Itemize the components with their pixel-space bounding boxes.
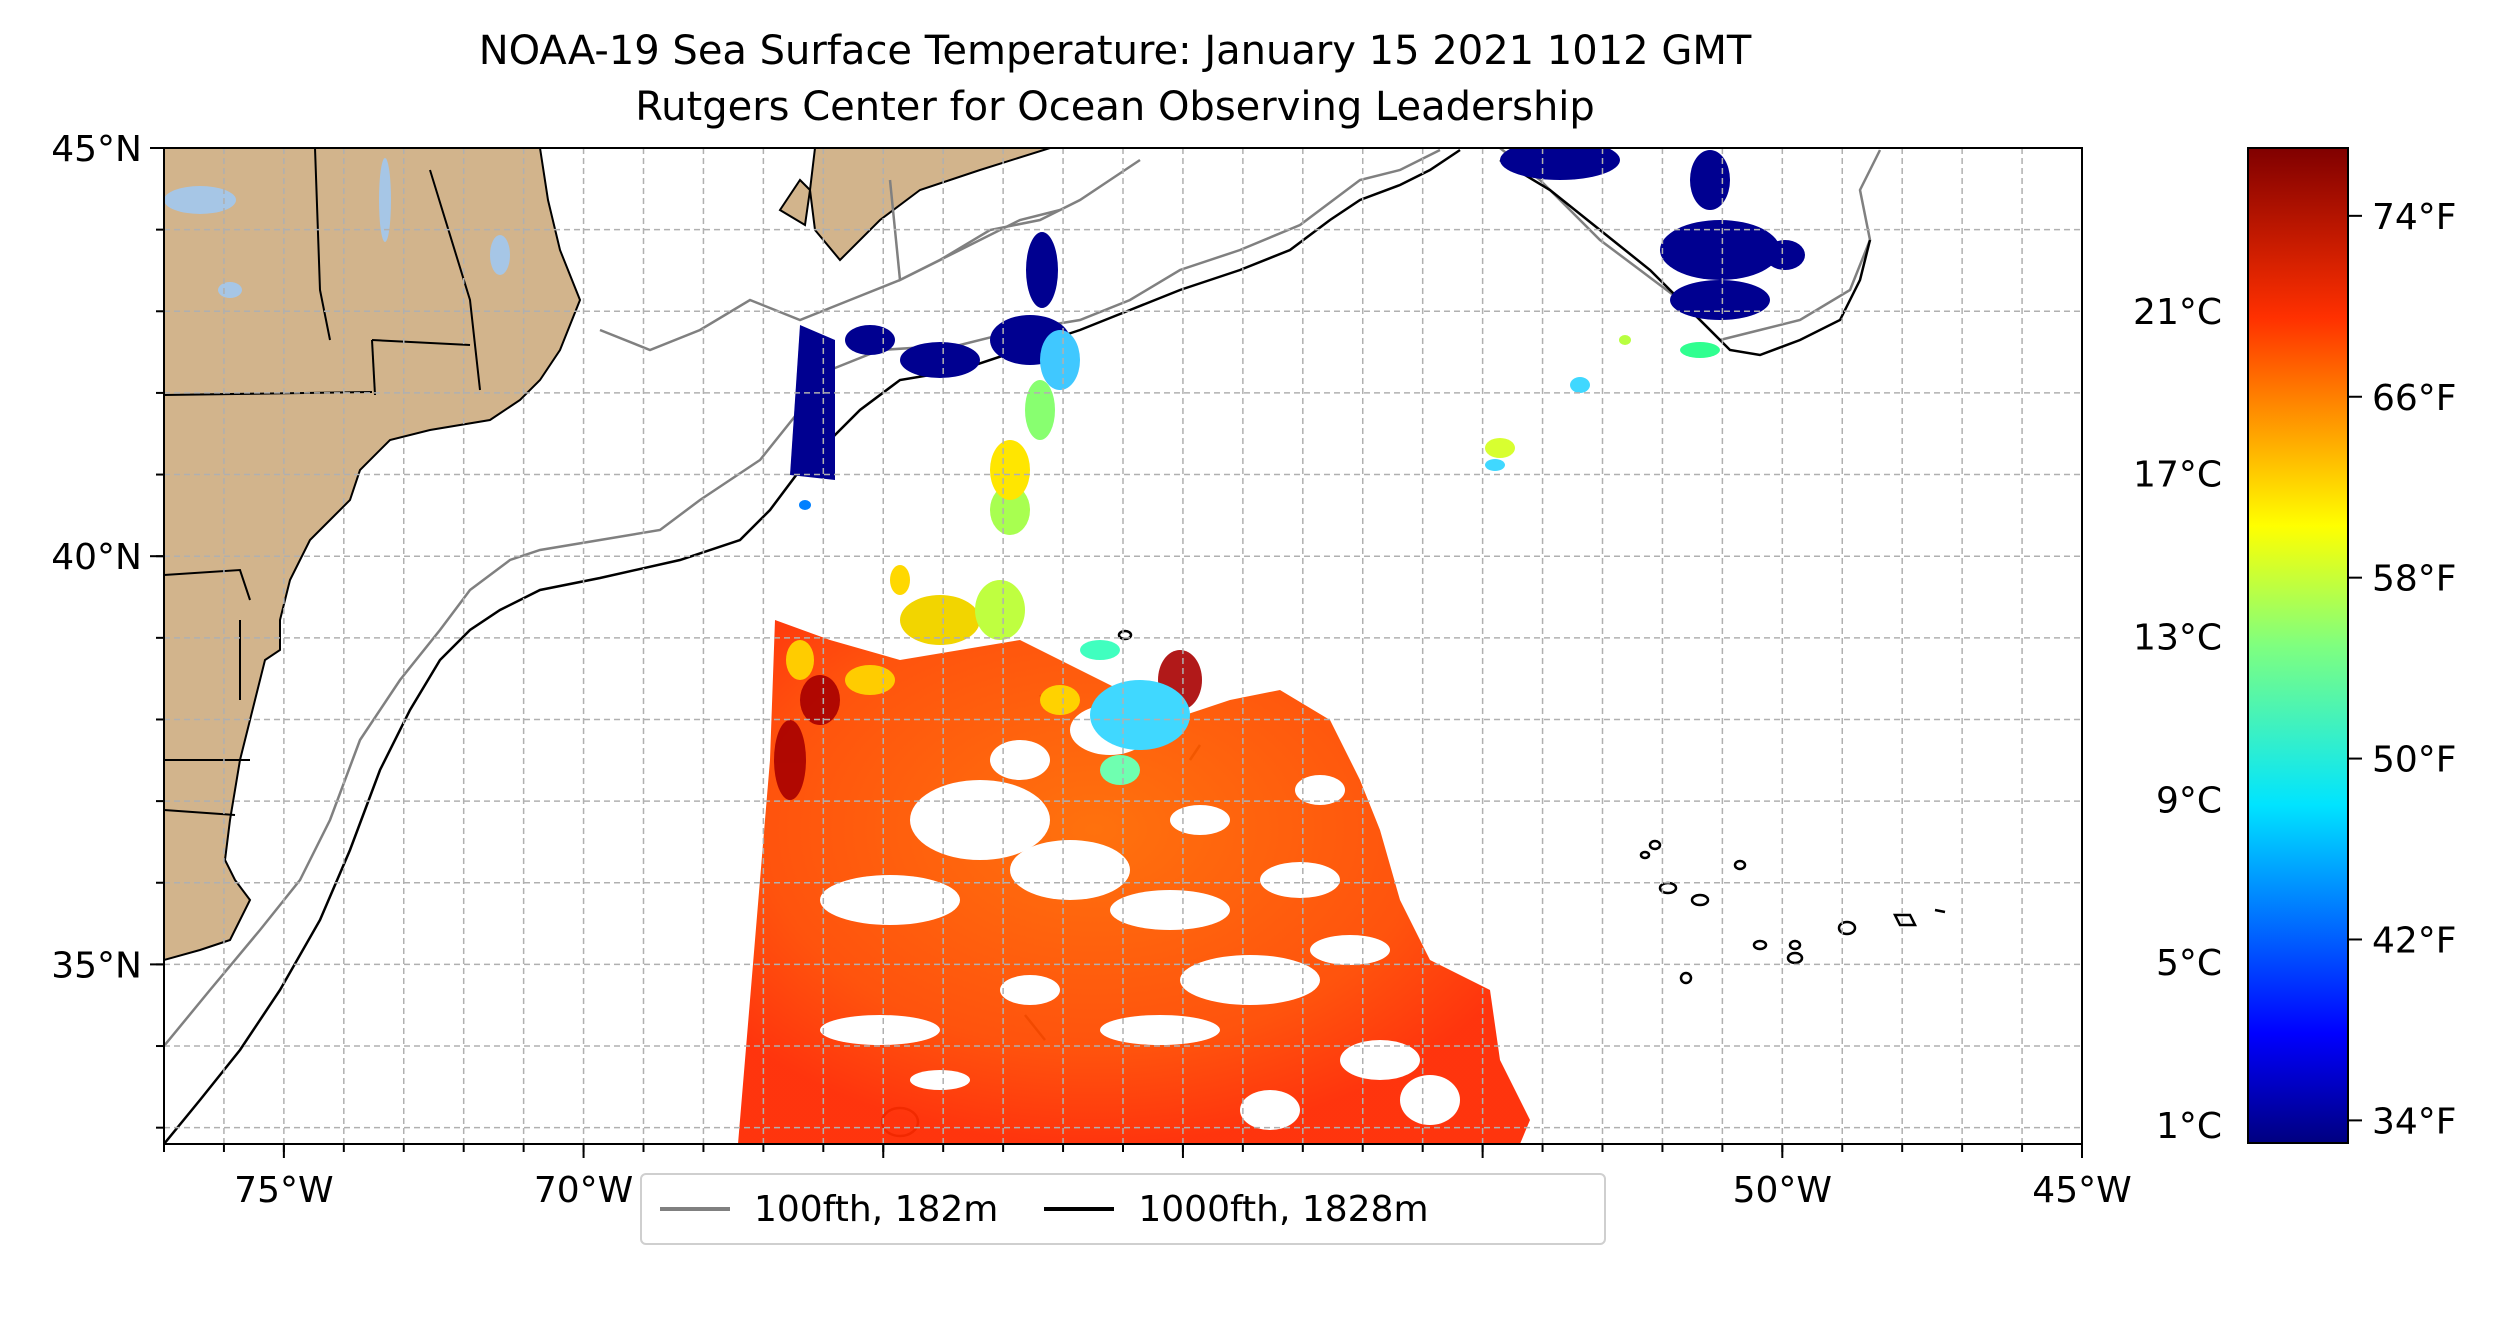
lat-tick-label: 45°N [51,129,142,170]
sst-cold-patches [790,148,1805,510]
land-cape-breton [778,178,812,227]
sst-warm-core [738,620,1530,1144]
lat-tick-label: 40°N [51,537,142,578]
lake-ontario [164,186,236,214]
lake-champlain [379,158,391,242]
colorbar-f-label: 58°F [2372,559,2457,600]
colorbar-c-label: 1°C [2156,1106,2222,1147]
lake-moosehead [490,235,510,275]
lon-tick-label: 50°W [1733,1170,1832,1211]
colorbar-f-label: 50°F [2372,740,2457,781]
colorbar-c-label: 13°C [2133,617,2222,658]
lon-tick-label: 75°W [234,1170,333,1211]
colorbar-f-label: 34°F [2372,1101,2457,1142]
plot-area [164,148,2082,1144]
legend-line-100fth [660,1207,730,1211]
legend-label-100fth: 100fth, 182m [754,1188,999,1230]
lon-tick-label: 70°W [534,1170,633,1211]
legend-item-1000fth: 1000fth, 1828m [1044,1188,1429,1230]
colorbar-c-label: 5°C [2156,943,2222,984]
colorbar-c-label: 17°C [2133,455,2222,496]
lake-seneca [218,282,242,298]
latitude-axis: 45°N 40°N 35°N [51,129,164,1129]
legend-label-1000fth: 1000fth, 1828m [1138,1188,1429,1230]
gridlines [164,148,2082,1144]
lake-layer [164,158,510,298]
sst-cloud-gaps [820,705,1460,1130]
sst-yellow-green-patches [786,380,1190,785]
legend-item-100fth: 100fth, 182m [660,1189,998,1230]
colorbar-c-label: 21°C [2133,292,2222,333]
land-nova-scotia [808,148,1051,262]
colorbar-f-label: 66°F [2372,378,2457,419]
isobath-legend: 100fth, 182m 1000fth, 1828m [640,1173,1606,1245]
map-title: NOAA-19 Sea Surface Temperature: January… [478,28,1752,74]
colorbar: 1°C 5°C 9°C 13°C 17°C 21°C 34°F 42°F 50°F 58°F 66… [2133,147,2457,1147]
lon-tick-label: 45°W [2032,1170,2131,1211]
colorbar-f-label: 74°F [2372,197,2457,238]
sst-swath [738,148,1805,1144]
lat-tick-label: 35°N [51,945,142,986]
colorbar-f-label: 42°F [2372,920,2457,961]
colorbar-celsius-ticks: 1°C 5°C 9°C 13°C 17°C 21°C [2133,292,2222,1147]
colorbar-gradient [2247,147,2349,1144]
colorbar-fahrenheit-ticks: 34°F 42°F 50°F 58°F 66°F 74°F [2348,197,2457,1142]
map-subtitle: Rutgers Center for Ocean Observing Leade… [635,84,1595,130]
colorbar-c-label: 9°C [2156,780,2222,821]
legend-line-1000fth [1044,1207,1115,1211]
